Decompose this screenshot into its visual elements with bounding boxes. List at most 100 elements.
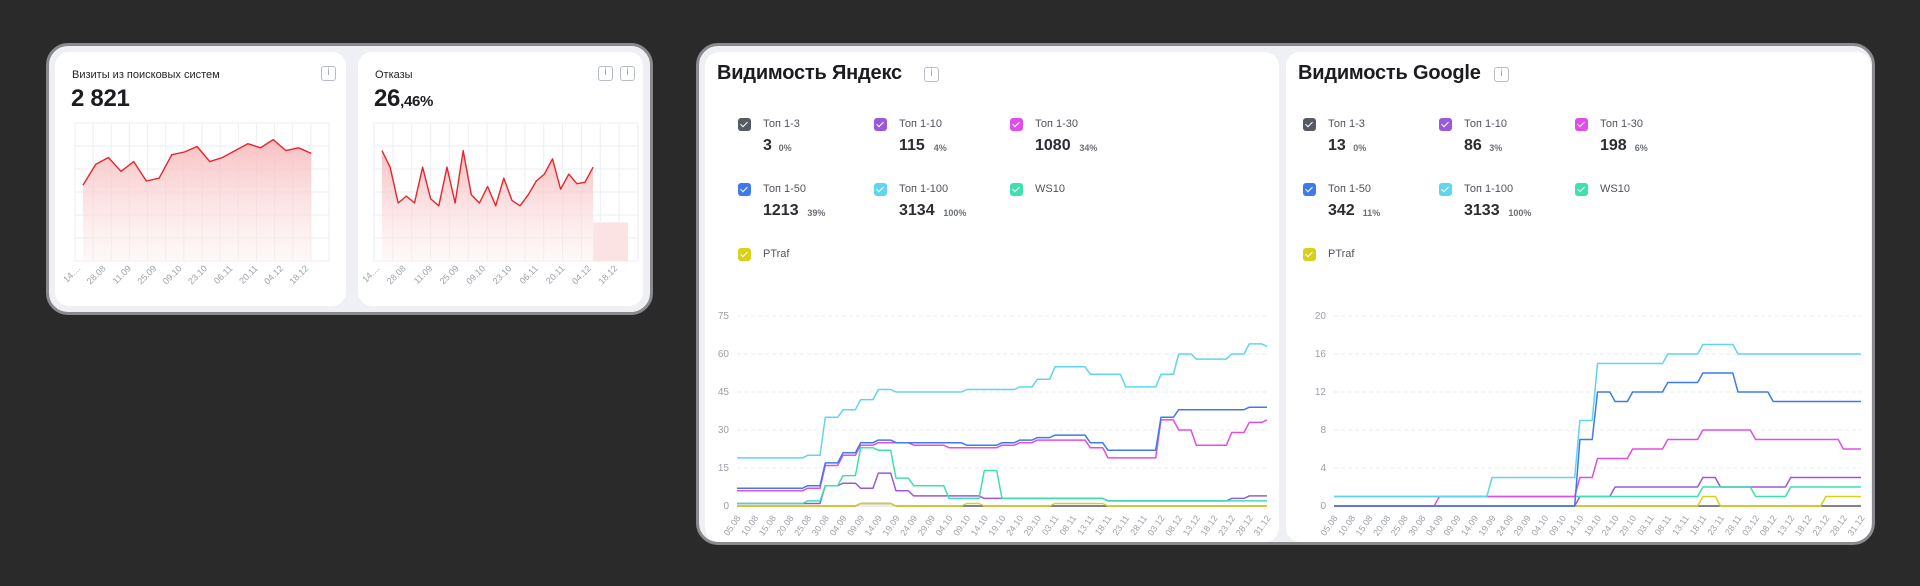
bounce-value: 26,46% [374,85,433,113]
info-icon[interactable]: i [321,66,336,81]
visits-chart: 14.... 28.08 11.09 25.09 09.10 23.10 06.11 20.1… [61,122,330,286]
info-icon[interactable]: i [1494,67,1509,82]
checkbox-icon[interactable] [1303,248,1316,261]
x-tick-label: 04.09 [1424,513,1445,537]
legend-percent: 100% [943,208,967,218]
x-tick-label: 03.12 [1740,513,1761,537]
checkbox-icon[interactable] [738,183,751,196]
y-tick-label: 60 [718,349,730,360]
x-tick-label: 09.10 [161,263,184,286]
legend-label: Топ 1-3 [1328,118,1365,130]
x-tick-label: 04.10 [1529,513,1550,537]
x-tick-label: 31.12 [1252,513,1273,537]
series-line [736,446,1267,505]
x-tick-label: 06.11 [212,263,235,286]
checkbox-icon[interactable] [1303,118,1316,131]
series-line [1334,495,1861,507]
bounce-value-suffix: ,46% [400,93,434,110]
checkbox-icon[interactable] [874,183,887,196]
checkbox-icon[interactable] [1575,118,1588,131]
info-icon[interactable]: i [924,67,939,82]
legend-label: Топ 1-50 [1328,183,1372,195]
x-tick-label: 28.12 [1234,513,1255,537]
visits-title: Визиты из поисковых систем [72,69,220,81]
x-tick-label: 29.10 [1022,513,1043,537]
info-icon[interactable]: i [620,66,635,81]
checkbox-icon[interactable] [1439,183,1452,196]
x-tick-label: 29.10 [1617,513,1638,537]
x-tick-label: 11.09 [412,263,435,286]
x-tick-label: 04.09 [828,513,849,537]
checkbox-icon[interactable] [874,118,887,131]
x-tick-label: 05.08 [1319,513,1340,537]
series-line [381,149,594,207]
x-tick-label: 23.12 [1810,513,1831,537]
x-tick-label: 10.08 [1336,513,1357,537]
checkbox-icon[interactable] [738,248,751,261]
legend-label: Топ 1-3 [763,118,800,130]
x-tick-label: 23.10 [491,263,514,286]
x-tick-label: 09.09 [845,513,866,537]
legend-label: Топ 1-10 [1464,118,1508,130]
x-tick-label: 08.12 [1758,513,1779,537]
legend-percent: 6% [1634,143,1648,153]
x-tick-label: 28.11 [1723,513,1744,537]
x-tick-label: 09.10 [951,513,972,537]
checkbox-icon[interactable] [1303,183,1316,196]
x-tick-label: 20.11 [544,263,567,286]
legend-label: WS10 [1600,183,1630,195]
legend-value: 3 [763,137,772,154]
legend-label: PTraf [763,248,790,260]
checkbox-icon[interactable] [1010,183,1023,196]
x-tick-label: 11.09 [111,263,134,286]
y-tick-label: 75 [718,311,730,322]
x-tick-label: 13.12 [1775,513,1796,537]
y-tick-label: 30 [718,425,730,436]
bounce-chart: 14.... 28.08 11.09 25.09 09.10 23.10 06.11 20.1… [360,122,639,286]
bounce-title: Отказы [375,69,413,81]
legend-label: Топ 1-50 [763,183,807,195]
checkbox-icon[interactable] [1010,118,1023,131]
x-tick-label: 25.08 [1389,513,1410,537]
y-tick-label: 12 [1315,387,1327,398]
area-tail [593,222,628,261]
x-tick-label: 15.08 [1354,513,1375,537]
legend-percent: 39% [807,208,826,218]
series-line [736,343,1268,459]
x-tick-label: 04.12 [570,263,593,286]
info-icon[interactable]: i [598,66,613,81]
y-tick-label: 15 [718,463,730,474]
x-tick-label: 31.12 [1846,513,1867,537]
x-tick-label: 03.11 [1040,513,1061,537]
legend-value: 3133 [1464,202,1500,219]
x-tick-label: 14.10 [1564,513,1585,537]
legend-percent: 34% [1079,143,1098,153]
x-tick-label: 09.10 [464,263,487,286]
series-line [737,502,1267,507]
x-tick-label: 03.12 [1146,513,1167,537]
checkbox-icon[interactable] [1575,183,1588,196]
x-tick-label: 09.10 [1547,513,1568,537]
x-tick-label: 13.11 [1075,513,1096,537]
legend-label: Топ 1-30 [1600,118,1644,130]
x-tick-label: 15.08 [757,513,778,537]
legend-percent: 0% [778,143,792,153]
x-tick-label: 24.10 [1004,513,1025,537]
x-tick-label: 25.08 [792,513,813,537]
bounce-card: Отказы i i 26,46% 14.... 28.08 11.09 25.09 0… [358,52,643,306]
x-tick-label: 19.10 [987,513,1008,537]
left-widgets-frame: Визиты из поисковых систем i 2 821 14...… [46,43,653,315]
checkbox-icon[interactable] [738,118,751,131]
x-tick-label: 14.... [61,263,82,284]
series-line [82,138,312,186]
x-tick-label: 04.10 [934,513,955,537]
checkbox-icon[interactable] [1439,118,1452,131]
x-tick-label: 29.09 [1512,513,1533,537]
y-tick-label: 4 [1320,463,1326,474]
x-tick-label: 10.08 [739,513,760,537]
x-tick-label: 09.09 [1441,513,1462,537]
legend-percent: 3% [1489,143,1503,153]
y-tick-label: 8 [1320,425,1326,436]
x-tick-label: 23.11 [1705,513,1726,537]
x-tick-label: 20.11 [237,263,260,286]
